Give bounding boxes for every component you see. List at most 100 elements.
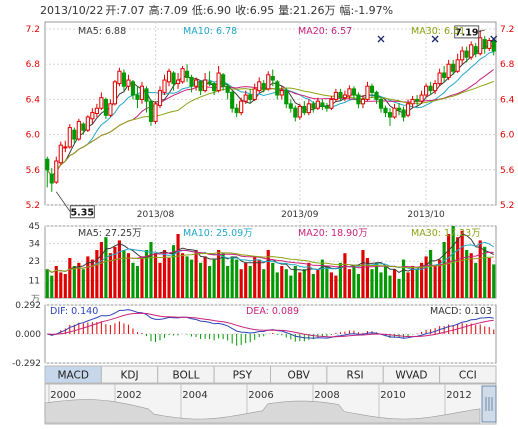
volume-bar: [397, 278, 401, 298]
volume-bar: [54, 266, 58, 298]
tab-rsi[interactable]: RSI: [326, 365, 384, 384]
volume-tick: 11: [29, 276, 40, 286]
date-tick-label: 2013/09: [281, 210, 319, 220]
candle-body: [302, 105, 307, 114]
candle-body: [424, 85, 429, 96]
change-label: 幅:: [340, 4, 355, 17]
volume-value: 21.26万: [293, 4, 336, 17]
volume-bar: [81, 269, 85, 298]
macd-legend: DIF: 0.140 DEA: 0.089 MACD: 0.103: [50, 306, 492, 317]
tab-psy[interactable]: PSY: [213, 365, 271, 384]
candle-body: [491, 39, 496, 52]
candle-body: [248, 94, 253, 100]
tab-kdj[interactable]: KDJ: [100, 365, 159, 384]
timeline-year: 2010: [380, 390, 405, 401]
price-tick-right: 6.8: [500, 60, 515, 70]
candle-body: [293, 107, 298, 118]
ma5-line: [46, 44, 494, 178]
macd-tick: -0.292: [12, 359, 41, 369]
timeline-handle[interactable]: [481, 385, 497, 423]
price-legend: MA5: 6.88 MA10: 6.78 MA20: 6.57 MA30: 6.51: [78, 26, 465, 37]
candle-body: [189, 76, 194, 87]
volume-bars: [45, 226, 496, 298]
close-label: 收:: [235, 3, 250, 17]
tab-boll[interactable]: BOLL: [157, 365, 215, 384]
tab-cci[interactable]: CCI: [439, 365, 497, 384]
price-tick-right: 7.2: [500, 25, 514, 35]
volume-bar: [320, 259, 324, 298]
volume-bar: [117, 240, 121, 298]
candle-body: [130, 81, 136, 96]
high-value: 7.09: [163, 4, 188, 17]
volume-bar: [465, 250, 469, 298]
candle-body: [369, 85, 375, 93]
candle-body: [257, 81, 262, 92]
candle-body: [94, 107, 99, 114]
price-tick-right: 5.6: [500, 166, 515, 176]
price-panel-frame: [44, 21, 497, 206]
volume-bar: [469, 253, 473, 298]
volume-bar: [45, 269, 49, 298]
tab-obv[interactable]: OBV: [270, 365, 328, 384]
ma10-line: [46, 51, 494, 178]
macd-lines: [47, 309, 494, 339]
volume-bar: [307, 262, 311, 298]
volume-legend-ma30: MA30: 17.23万: [411, 228, 481, 239]
candle-body: [284, 90, 289, 105]
volume-bar: [356, 274, 361, 298]
candle-body: [63, 146, 68, 149]
candle-body: [455, 59, 460, 72]
candle-body: [356, 94, 361, 105]
volume-bar: [77, 262, 81, 298]
candle-body: [184, 70, 190, 78]
volume-bar: [176, 234, 180, 298]
volume-bar: [199, 262, 203, 298]
volume-bar: [379, 272, 383, 298]
candle-body: [392, 107, 397, 118]
candle-body: [216, 72, 221, 92]
volume-bar: [162, 250, 167, 298]
price-tick-left: 5.6: [26, 166, 41, 176]
volume-bar: [280, 266, 284, 298]
volume-bar: [447, 234, 451, 298]
candle-body: [108, 103, 113, 116]
volume-bar: [487, 258, 491, 298]
tab-wvad[interactable]: WVAD: [382, 365, 441, 384]
candle-body: [433, 83, 438, 92]
volume-bar: [230, 256, 234, 298]
price-tick-left: 7.2: [26, 25, 40, 35]
price-tick-right: 6.0: [500, 131, 515, 141]
volume-bar: [158, 262, 162, 298]
volume-bar: [140, 256, 144, 298]
tab-macd[interactable]: MACD: [44, 365, 102, 384]
candle-body: [58, 144, 63, 164]
tab-label: OBV: [288, 370, 311, 382]
candle-body: [261, 83, 266, 90]
candle-body: [112, 81, 117, 105]
volume-bar: [311, 274, 315, 298]
volume-tick: 45: [29, 222, 40, 232]
candle-body: [225, 85, 230, 93]
open-value: 7.07: [120, 4, 145, 17]
candle-body: [139, 85, 145, 100]
volume-bar: [289, 275, 293, 298]
annotation-leader: [55, 191, 71, 213]
price-tick-left: 6.0: [26, 131, 41, 141]
timeline-year: 2002: [116, 390, 141, 401]
candle-body: [266, 74, 271, 90]
indicator-tabs: MACD KDJ BOLL PSY OBV RSI WVAD CCI: [44, 365, 497, 384]
volume-bar: [208, 266, 212, 298]
volume-bar: [235, 259, 239, 298]
macd-tick: 0.000: [15, 330, 41, 340]
volume-bar: [90, 259, 94, 298]
volume-bar: [325, 266, 329, 298]
volume-bar: [410, 266, 415, 298]
candle-body: [239, 100, 244, 114]
volume-bar: [284, 269, 288, 298]
candle-body: [437, 72, 442, 85]
volume-bar: [266, 250, 270, 298]
candle-body: [428, 85, 433, 92]
volume-bar: [239, 269, 243, 298]
volume-bar: [122, 250, 126, 298]
volume-bar: [429, 250, 433, 298]
